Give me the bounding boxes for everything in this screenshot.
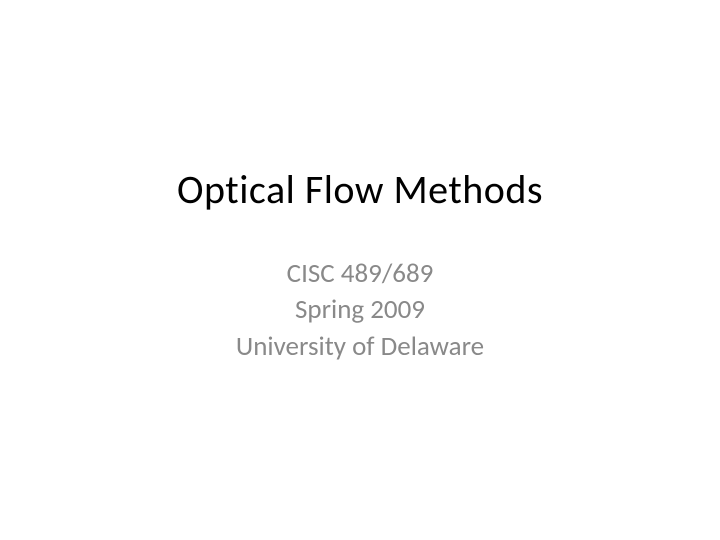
subtitle-line-1: CISC 489/689	[236, 256, 484, 292]
subtitle-line-3: University of Delaware	[236, 329, 484, 365]
slide-subtitle: CISC 489/689 Spring 2009 University of D…	[236, 256, 484, 365]
subtitle-line-2: Spring 2009	[236, 292, 484, 328]
slide-title: Optical Flow Methods	[177, 165, 543, 214]
